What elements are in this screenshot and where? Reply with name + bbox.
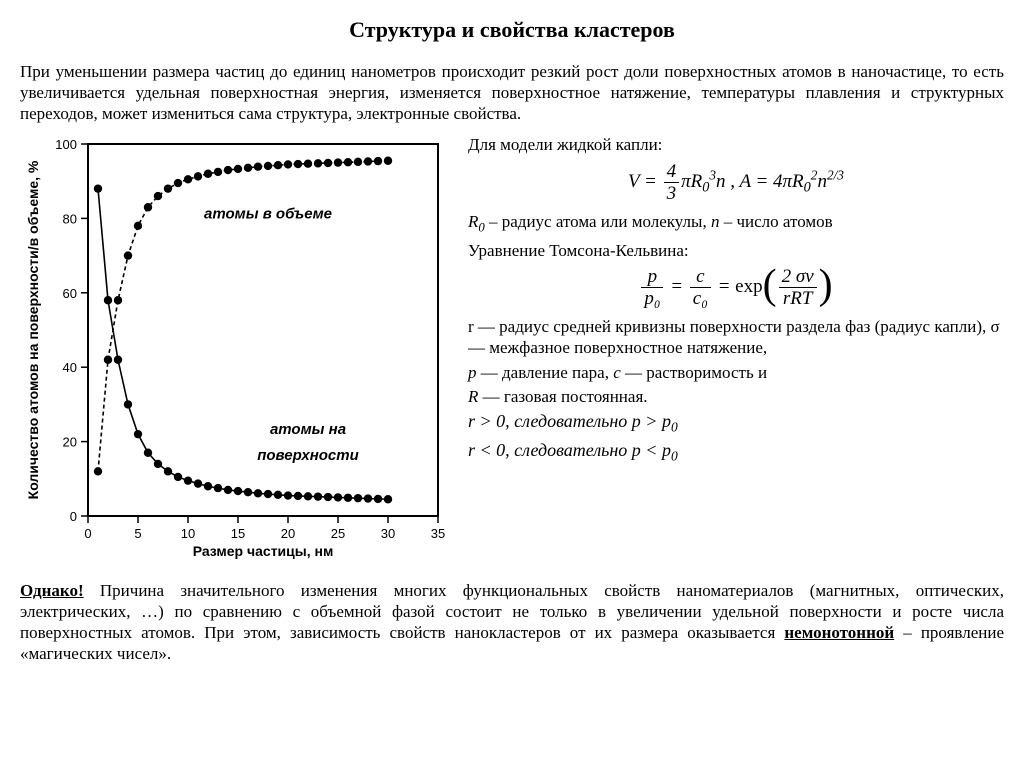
def-p: p — давление пара, c — растворимость и bbox=[468, 362, 1004, 383]
svg-text:Размер частицы, нм: Размер частицы, нм bbox=[193, 543, 334, 559]
svg-text:20: 20 bbox=[63, 435, 77, 450]
def-r: r — радиус средней кривизны поверхности … bbox=[468, 316, 1004, 359]
svg-text:10: 10 bbox=[181, 526, 195, 541]
outro-lead: Однако! bbox=[20, 581, 84, 600]
svg-text:20: 20 bbox=[281, 526, 295, 541]
equation-volume-area: V = 43πR03n , A = 4πR02n2/3 bbox=[468, 162, 1004, 203]
svg-text:100: 100 bbox=[55, 137, 77, 152]
svg-text:0: 0 bbox=[84, 526, 91, 541]
inequality-negative: r < 0, следовательно p < p0 bbox=[468, 439, 1004, 465]
svg-text:поверхности: поверхности bbox=[257, 447, 359, 464]
svg-text:30: 30 bbox=[381, 526, 395, 541]
chart-svg: 0 5 10 15 20 25 30 35 0 20 40 60 80 100 Размер частицы… bbox=[20, 134, 450, 564]
svg-text:Количество атомов на поверхнос: Количество атомов на поверхности/в объем… bbox=[25, 160, 41, 499]
def-r0: R0 – радиус атома или молекулы, n – числ… bbox=[468, 211, 1004, 236]
equation-thomson-kelvin: pp₀ = cc₀ = exp(2 σvrRT) bbox=[468, 267, 1004, 308]
tk-caption: Уравнение Томсона-Кельвина: bbox=[468, 240, 1004, 261]
page-title: Структура и свойства кластеров bbox=[20, 16, 1004, 44]
def-big-r: R — газовая постоянная. bbox=[468, 386, 1004, 407]
outro-emphasis: немонотонной bbox=[784, 623, 894, 642]
svg-text:60: 60 bbox=[63, 286, 77, 301]
drop-model-caption: Для модели жидкой капли: bbox=[468, 134, 1004, 155]
svg-text:15: 15 bbox=[231, 526, 245, 541]
inequality-positive: r > 0, следовательно p > p0 bbox=[468, 410, 1004, 436]
svg-text:атомы в объеме: атомы в объеме bbox=[204, 206, 332, 223]
svg-text:5: 5 bbox=[134, 526, 141, 541]
svg-text:атомы на: атомы на bbox=[270, 421, 346, 438]
svg-text:25: 25 bbox=[331, 526, 345, 541]
svg-text:80: 80 bbox=[63, 212, 77, 227]
svg-text:0: 0 bbox=[70, 509, 77, 524]
svg-text:35: 35 bbox=[431, 526, 445, 541]
intro-paragraph: При уменьшении размера частиц до единиц … bbox=[20, 61, 1004, 125]
right-column: Для модели жидкой капли: V = 43πR03n , A… bbox=[468, 134, 1004, 467]
outro-paragraph: Однако! Причина значительного изменения … bbox=[20, 580, 1004, 665]
chart-container: 0 5 10 15 20 25 30 35 0 20 40 60 80 100 Размер частицы… bbox=[20, 134, 450, 569]
svg-text:40: 40 bbox=[63, 360, 77, 375]
